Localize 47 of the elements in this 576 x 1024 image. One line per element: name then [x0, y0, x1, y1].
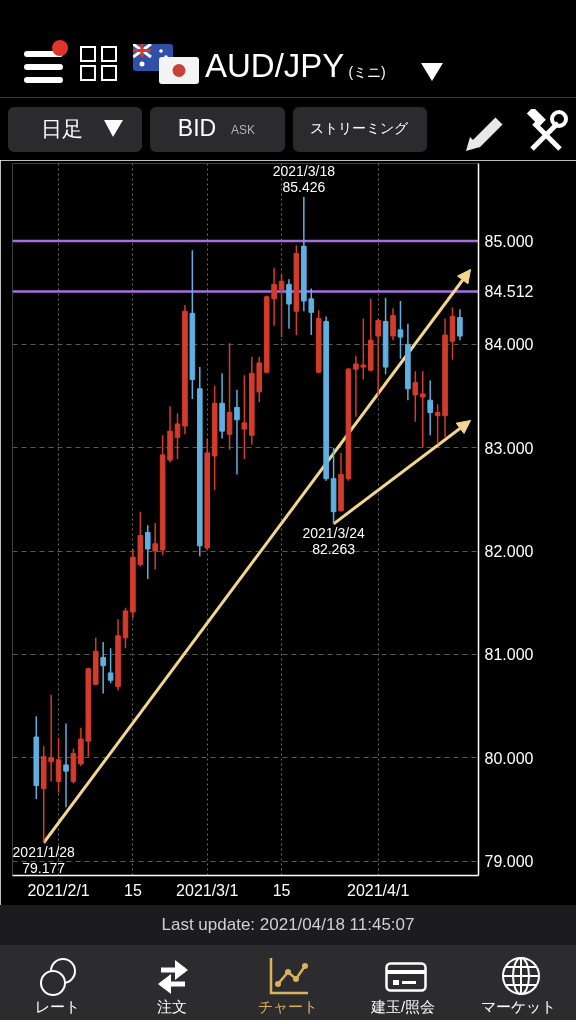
candlestick	[226, 342, 233, 451]
text: ASK	[230, 123, 256, 138]
candlestick	[286, 278, 292, 330]
text: BID	[177, 115, 217, 142]
text: レート	[34, 997, 80, 1016]
annotation: 2021/1/28 79.177	[12, 843, 76, 876]
x-tick-label: 15	[272, 881, 291, 899]
y-tick-label: 83.000	[484, 439, 534, 457]
candlestick	[427, 379, 433, 437]
text: 建玉/照会	[370, 997, 436, 1016]
x-tick-label: 2021/2/1	[27, 881, 90, 899]
candlestick	[174, 412, 181, 460]
x-tick-label: 2021/4/1	[347, 881, 410, 899]
chart-title: AUD/JPY	[205, 47, 345, 84]
x-tick-label: 15	[124, 881, 142, 899]
candlestick	[241, 374, 248, 460]
y-tick-label: 85.000	[484, 233, 534, 250]
chart-subtitle: (ミニ)	[348, 64, 386, 80]
candlestick	[144, 524, 151, 580]
candlestick	[419, 370, 426, 449]
candlestick	[55, 737, 62, 794]
text: Last update: 2021/04/18 11:45:07	[161, 914, 415, 935]
y-tick-label: 84.000	[484, 336, 534, 354]
y-tick-label: 79.000	[484, 853, 534, 871]
text: 注文	[157, 997, 187, 1016]
candlestick	[390, 307, 396, 341]
candlestick	[375, 317, 381, 397]
y-tick-label: 82.000	[484, 543, 534, 561]
candlestick	[107, 647, 114, 685]
candlestick	[412, 370, 419, 423]
y-tick-label: 80.000	[484, 749, 534, 767]
annotation: 2021/3/18 85.426	[272, 162, 336, 195]
text: ストリーミング	[310, 120, 408, 137]
candlestick	[278, 273, 285, 338]
text: チャート	[258, 997, 318, 1016]
text: マーケット	[480, 997, 556, 1016]
candlestick	[457, 308, 463, 341]
annotation: 2021/3/24 82.263	[302, 524, 365, 557]
candlestick	[100, 641, 106, 695]
x-tick-label: 2021/3/1	[176, 881, 239, 899]
y-tick-label: 81.000	[484, 646, 534, 664]
candlestick	[152, 522, 158, 571]
text: 日足	[41, 117, 83, 141]
candlestick	[397, 300, 404, 360]
candlestick	[63, 722, 69, 809]
candlestick	[234, 389, 240, 476]
ref-line-label: 84.512	[484, 283, 534, 301]
